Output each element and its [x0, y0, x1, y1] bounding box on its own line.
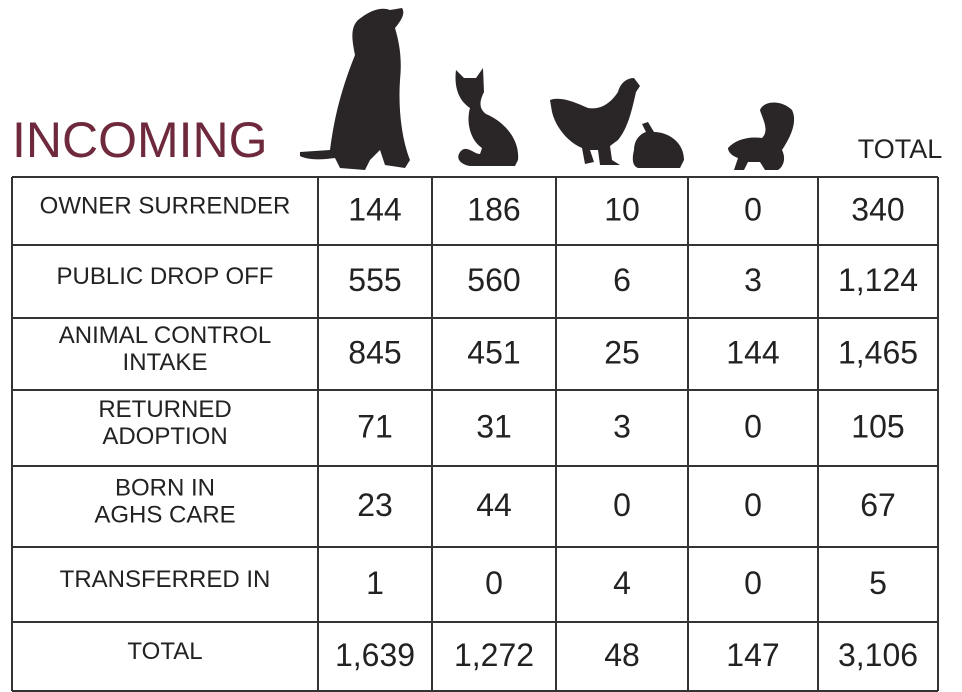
- cell-value: 1,639: [335, 637, 415, 673]
- title: INCOMING: [12, 112, 268, 168]
- cell-value: 4: [613, 565, 631, 601]
- rabbit-icon: [633, 122, 684, 168]
- cell-value: 186: [467, 191, 520, 227]
- animal-icons: [300, 8, 794, 170]
- infographic: INCOMING TOTAL OWNER SURRENDER1441861003…: [0, 0, 962, 692]
- cell-value: 340: [851, 191, 904, 227]
- cell-value: 0: [744, 408, 762, 444]
- cell-value: 6: [613, 262, 631, 298]
- row-label: ANIMAL CONTROL: [59, 322, 271, 349]
- row-label: PUBLIC DROP OFF: [57, 263, 274, 290]
- cell-value: 10: [604, 191, 640, 227]
- cell-value: 451: [467, 334, 520, 370]
- row-label: BORN IN: [115, 474, 215, 501]
- cat-icon: [456, 68, 519, 166]
- cell-value: 1,272: [454, 637, 534, 673]
- row-label: OWNER SURRENDER: [40, 192, 291, 219]
- row-label: RETURNED: [98, 396, 231, 423]
- row-label: ADOPTION: [102, 423, 227, 450]
- cell-value: 0: [744, 565, 762, 601]
- dog-icon: [300, 8, 410, 170]
- chicken-icon: [550, 78, 640, 165]
- cell-value: 1: [366, 565, 384, 601]
- cell-value: 0: [744, 487, 762, 523]
- cell-value: 0: [744, 191, 762, 227]
- cell-value: 3: [744, 262, 762, 298]
- cell-value: 845: [348, 334, 401, 370]
- cell-value: 44: [476, 487, 512, 523]
- cell-value: 0: [485, 565, 503, 601]
- cell-value: 560: [467, 262, 520, 298]
- cell-value: 67: [860, 487, 896, 523]
- row-label: TRANSFERRED IN: [60, 566, 271, 593]
- cell-value: 25: [604, 334, 640, 370]
- cell-value: 23: [357, 487, 393, 523]
- cell-value: 1,124: [838, 262, 918, 298]
- total-header: TOTAL: [858, 134, 943, 164]
- skunk-icon: [728, 103, 794, 171]
- cell-value: 105: [851, 408, 904, 444]
- cell-value: 3,106: [838, 637, 918, 673]
- cell-value: 3: [613, 408, 631, 444]
- cell-value: 71: [357, 408, 393, 444]
- row-label: TOTAL: [127, 638, 202, 665]
- cell-value: 5: [869, 565, 887, 601]
- cell-value: 144: [348, 191, 401, 227]
- cell-value: 555: [348, 262, 401, 298]
- cell-value: 48: [604, 637, 640, 673]
- cell-value: 144: [726, 334, 779, 370]
- cell-value: 0: [613, 487, 631, 523]
- row-label: INTAKE: [123, 349, 208, 376]
- row-label: AGHS CARE: [94, 501, 235, 528]
- cell-value: 1,465: [838, 334, 918, 370]
- cell-value: 31: [476, 408, 512, 444]
- cell-value: 147: [726, 637, 779, 673]
